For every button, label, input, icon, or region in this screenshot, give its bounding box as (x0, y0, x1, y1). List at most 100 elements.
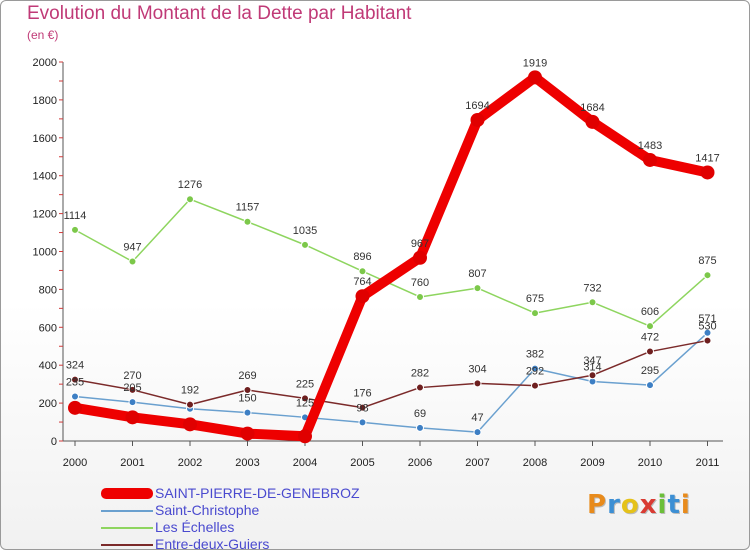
data-label: 764 (353, 276, 371, 288)
data-point (473, 379, 482, 388)
brand-letter: o (620, 490, 640, 520)
data-point (585, 114, 600, 129)
x-tick-label: 2003 (235, 457, 259, 469)
data-point (71, 375, 79, 384)
data-point (416, 383, 424, 392)
data-point (243, 408, 252, 417)
data-label: 98 (356, 402, 368, 414)
data-point (531, 381, 539, 390)
data-point (473, 428, 482, 437)
y-tick-label: 1800 (33, 95, 57, 107)
brand-letter: x (639, 490, 658, 520)
data-label: 675 (526, 293, 544, 305)
data-label: 1684 (580, 102, 604, 114)
legend-swatch (101, 510, 153, 512)
data-label: 150 (238, 393, 256, 405)
x-tick-label: 2004 (293, 457, 317, 469)
data-label: 472 (641, 332, 659, 344)
legend-label: Les Échelles (155, 519, 235, 535)
data-label: 1035 (293, 225, 317, 237)
data-point (531, 364, 539, 373)
y-tick-label: 200 (39, 398, 57, 410)
y-tick-label: 0 (51, 436, 57, 448)
y-tick-label: 400 (39, 360, 57, 372)
data-point (125, 410, 140, 425)
legend-label: Entre-deux-Guiers (155, 536, 270, 550)
x-tick-label: 2008 (523, 457, 547, 469)
data-point (646, 347, 654, 356)
data-label: 324 (66, 360, 84, 372)
y-tick-label: 1000 (33, 247, 57, 259)
data-label: 896 (353, 251, 371, 263)
legend-swatch (101, 527, 153, 529)
data-point (128, 385, 137, 394)
data-label: 225 (296, 378, 314, 390)
x-tick-label: 2006 (408, 457, 432, 469)
x-tick-label: 2002 (178, 457, 202, 469)
data-label: 1417 (695, 152, 719, 164)
data-label: 875 (698, 255, 716, 267)
data-point (643, 152, 657, 167)
data-label: 1157 (236, 202, 260, 214)
x-tick-label: 2010 (638, 457, 662, 469)
data-point (646, 322, 654, 331)
data-label: 1114 (64, 210, 87, 222)
data-label: 282 (411, 368, 429, 380)
data-label: 192 (181, 385, 199, 397)
data-label: 1276 (178, 179, 202, 191)
data-label: 295 (641, 365, 659, 377)
data-label: 382 (526, 349, 544, 361)
y-tick-label: 1200 (33, 209, 57, 221)
data-label: 269 (238, 370, 256, 382)
series-line-1 (74, 332, 709, 433)
data-point (470, 112, 485, 127)
data-point (183, 417, 197, 432)
data-point (358, 418, 367, 427)
data-point (703, 271, 712, 280)
data-label: 47 (471, 412, 483, 424)
data-point (243, 386, 252, 395)
legend-label: SAINT-PIERRE-DE-GENEBROZ (155, 485, 360, 501)
data-label: 947 (123, 242, 141, 254)
x-tick-label: 2000 (63, 457, 87, 469)
data-point (128, 398, 137, 407)
data-label: 292 (526, 366, 544, 378)
data-point (355, 289, 370, 304)
chart-subtitle: (en €) (27, 28, 59, 42)
data-point (416, 423, 424, 432)
data-label: 1919 (523, 57, 547, 69)
data-label: 69 (414, 408, 426, 420)
data-label: 571 (698, 313, 716, 325)
legend-swatch (101, 544, 153, 546)
data-point (413, 250, 427, 265)
data-label: 967 (411, 238, 429, 250)
data-point (186, 195, 194, 204)
data-point (703, 328, 712, 337)
data-point (128, 257, 137, 266)
data-point (243, 217, 252, 226)
data-label: 205 (123, 382, 141, 394)
data-point (416, 292, 424, 301)
data-label: 1694 (465, 100, 489, 112)
brand-letter: i (680, 490, 691, 520)
data-point (358, 267, 367, 276)
series-line-0 (70, 72, 713, 442)
series-line-3 (74, 339, 709, 409)
data-point (358, 403, 367, 412)
y-tick-label: 600 (39, 322, 57, 334)
data-label: 125 (296, 397, 314, 409)
data-point (646, 381, 654, 390)
brand-logo: Proxiti (587, 490, 691, 520)
data-label: 1483 (638, 140, 662, 152)
data-point (68, 400, 82, 415)
chart-title: Evolution du Montant de la Dette par Hab… (27, 3, 412, 24)
data-point (301, 240, 309, 249)
data-point (71, 225, 79, 234)
data-point (301, 394, 309, 403)
data-label: 304 (468, 363, 486, 375)
data-point (186, 400, 194, 409)
brand-letter: P (587, 490, 608, 520)
x-tick-label: 2007 (465, 457, 489, 469)
y-tick-label: 2000 (33, 57, 57, 69)
